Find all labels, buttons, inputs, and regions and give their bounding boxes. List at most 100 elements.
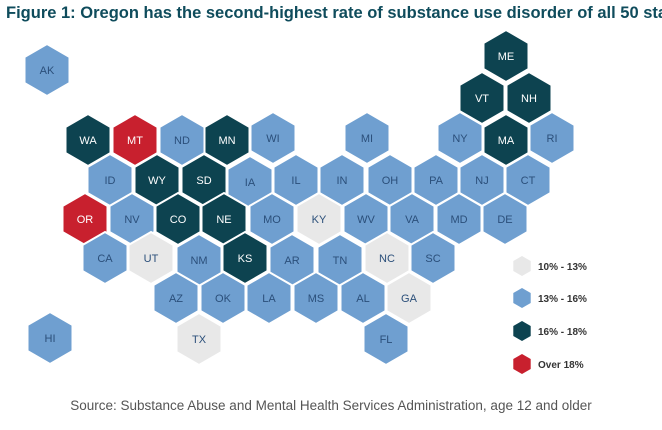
- legend-swatch: [513, 288, 531, 308]
- state-hex-nh: NH: [505, 70, 553, 126]
- state-hex-shape: [292, 270, 340, 326]
- state-label: LA: [262, 293, 276, 305]
- state-label: TX: [192, 334, 207, 346]
- legend: 10% - 13% 13% - 16% 16% - 18% Over 18%: [513, 256, 587, 374]
- state-label: MD: [450, 214, 467, 226]
- state-hex-mi: MI: [343, 110, 391, 166]
- state-hexes: AK ME VT NH WA MT ND MN WI MI NY MA RI ID WY SD IA IL IN OH…: [23, 28, 576, 367]
- legend-label: 10% - 13%: [538, 262, 587, 273]
- state-label: AR: [284, 255, 299, 267]
- state-hex-ri: RI: [528, 110, 576, 166]
- state-label: WA: [79, 135, 97, 147]
- state-label: NY: [452, 133, 468, 145]
- state-hex-shape: [436, 110, 484, 166]
- state-label: WV: [357, 214, 375, 226]
- state-hex-shape: [362, 311, 410, 367]
- state-hex-al: AL: [339, 270, 387, 326]
- state-label: IN: [337, 175, 348, 187]
- state-label: DE: [497, 214, 512, 226]
- state-hex-shape: [343, 110, 391, 166]
- state-label: NV: [124, 214, 140, 226]
- state-label: MO: [263, 214, 281, 226]
- legend-item: 13% - 16%: [513, 288, 587, 308]
- state-hex-va: VA: [388, 191, 436, 247]
- state-hex-shape: [127, 230, 175, 286]
- state-label: AL: [356, 293, 369, 305]
- state-label: GA: [401, 293, 418, 305]
- state-label: OK: [215, 293, 232, 305]
- state-hex-shape: [409, 230, 457, 286]
- state-label: RI: [547, 133, 558, 145]
- state-label: NC: [379, 253, 395, 265]
- state-hex-shape: [23, 42, 71, 98]
- state-label: IL: [291, 175, 300, 187]
- state-hex-wi: WI: [249, 110, 297, 166]
- state-hex-md: MD: [435, 191, 483, 247]
- state-label: SD: [196, 175, 211, 187]
- state-label: MT: [127, 135, 143, 147]
- state-hex-tx: TX: [175, 311, 223, 367]
- state-hex-or: OR: [61, 191, 109, 247]
- legend-label: 13% - 16%: [538, 294, 587, 305]
- state-hex-vt: VT: [458, 70, 506, 126]
- state-label: ID: [105, 175, 116, 187]
- state-hex-ny: NY: [436, 110, 484, 166]
- state-label: NM: [190, 255, 207, 267]
- legend-item: 10% - 13%: [513, 256, 587, 276]
- state-label: ND: [174, 135, 190, 147]
- state-label: UT: [144, 253, 159, 265]
- state-label: AZ: [169, 293, 183, 305]
- state-label: WY: [148, 175, 166, 187]
- state-label: HI: [45, 333, 56, 345]
- state-hex-fl: FL: [362, 311, 410, 367]
- state-hex-shape: [245, 270, 293, 326]
- state-hex-me: ME: [482, 28, 530, 84]
- state-hex-shape: [528, 110, 576, 166]
- state-label: MN: [218, 135, 235, 147]
- figure-title: Figure 1: Oregon has the second-highest …: [6, 4, 662, 22]
- legend-label: 16% - 18%: [538, 327, 587, 338]
- state-hex-az: AZ: [152, 270, 200, 326]
- state-hex-ms: MS: [292, 270, 340, 326]
- state-hex-ut: UT: [127, 230, 175, 286]
- state-hex-shape: [385, 270, 433, 326]
- state-label: ME: [498, 51, 515, 63]
- state-hex-shape: [482, 28, 530, 84]
- state-label: NJ: [475, 175, 488, 187]
- state-label: OH: [382, 175, 399, 187]
- legend-swatch: [513, 256, 531, 276]
- source-note: Source: Substance Abuse and Mental Healt…: [70, 398, 592, 413]
- state-label: FL: [380, 334, 393, 346]
- state-hex-ks: KS: [221, 230, 269, 286]
- state-label: MI: [361, 133, 373, 145]
- state-hex-wy: WY: [133, 152, 181, 208]
- state-hex-shape: [505, 70, 553, 126]
- state-label: MA: [498, 135, 515, 147]
- state-label: MS: [308, 293, 325, 305]
- state-label: AK: [40, 65, 55, 77]
- state-hex-shape: [481, 191, 529, 247]
- legend-label: Over 18%: [538, 360, 584, 371]
- state-hex-mt: MT: [111, 112, 159, 168]
- state-hex-la: LA: [245, 270, 293, 326]
- state-label: VA: [405, 214, 420, 226]
- state-label: CO: [170, 214, 187, 226]
- state-label: TN: [333, 255, 348, 267]
- state-label: PA: [429, 175, 444, 187]
- legend-item: Over 18%: [513, 354, 584, 374]
- state-hex-ga: GA: [385, 270, 433, 326]
- state-hex-shape: [175, 311, 223, 367]
- legend-swatch: [513, 354, 531, 374]
- state-label: WI: [266, 133, 279, 145]
- state-label: KS: [238, 253, 253, 265]
- legend-item: 16% - 18%: [513, 321, 587, 341]
- state-label: NH: [521, 93, 537, 105]
- state-hex-shape: [152, 270, 200, 326]
- state-label: KY: [312, 214, 327, 226]
- state-label: SC: [425, 253, 440, 265]
- state-hex-ak: AK: [23, 42, 71, 98]
- state-label: CT: [521, 175, 536, 187]
- state-hex-mo: MO: [248, 191, 296, 247]
- state-label: CA: [97, 253, 113, 265]
